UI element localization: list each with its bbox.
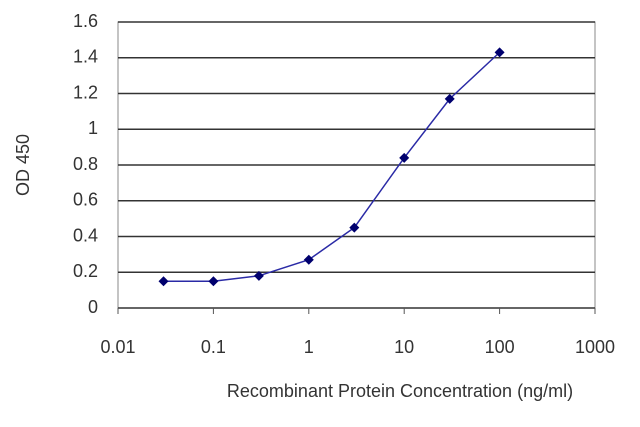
- data-point: [253, 270, 264, 281]
- x-tick-label: 100: [485, 337, 515, 357]
- data-line: [163, 51, 501, 282]
- y-tick-label: 0.8: [73, 154, 98, 174]
- data-point: [208, 276, 219, 287]
- y-tick-label: 0.4: [73, 225, 98, 245]
- data-point: [444, 93, 455, 104]
- x-tick-label: 10: [394, 337, 414, 357]
- y-tick-label: 0.6: [73, 190, 98, 210]
- x-tick-label: 1: [304, 337, 314, 357]
- x-axis-label: Recombinant Protein Concentration (ng/ml…: [227, 381, 573, 401]
- y-tick-label: 0.2: [73, 261, 98, 281]
- data-point: [349, 222, 360, 233]
- y-axis-label: OD 450: [13, 134, 33, 196]
- data-point: [158, 276, 169, 287]
- y-tick-label: 1.4: [73, 47, 98, 67]
- data-point: [494, 47, 505, 58]
- y-tick-label: 1.2: [73, 82, 98, 102]
- y-tick-label: 0: [88, 297, 98, 317]
- x-tick-label: 0.01: [100, 337, 135, 357]
- y-tick-label: 1: [88, 118, 98, 138]
- x-tick-label: 0.1: [201, 337, 226, 357]
- data-point: [303, 254, 314, 265]
- data-point: [399, 152, 410, 163]
- x-tick-label: 1000: [575, 337, 615, 357]
- y-tick-label: 1.6: [73, 11, 98, 31]
